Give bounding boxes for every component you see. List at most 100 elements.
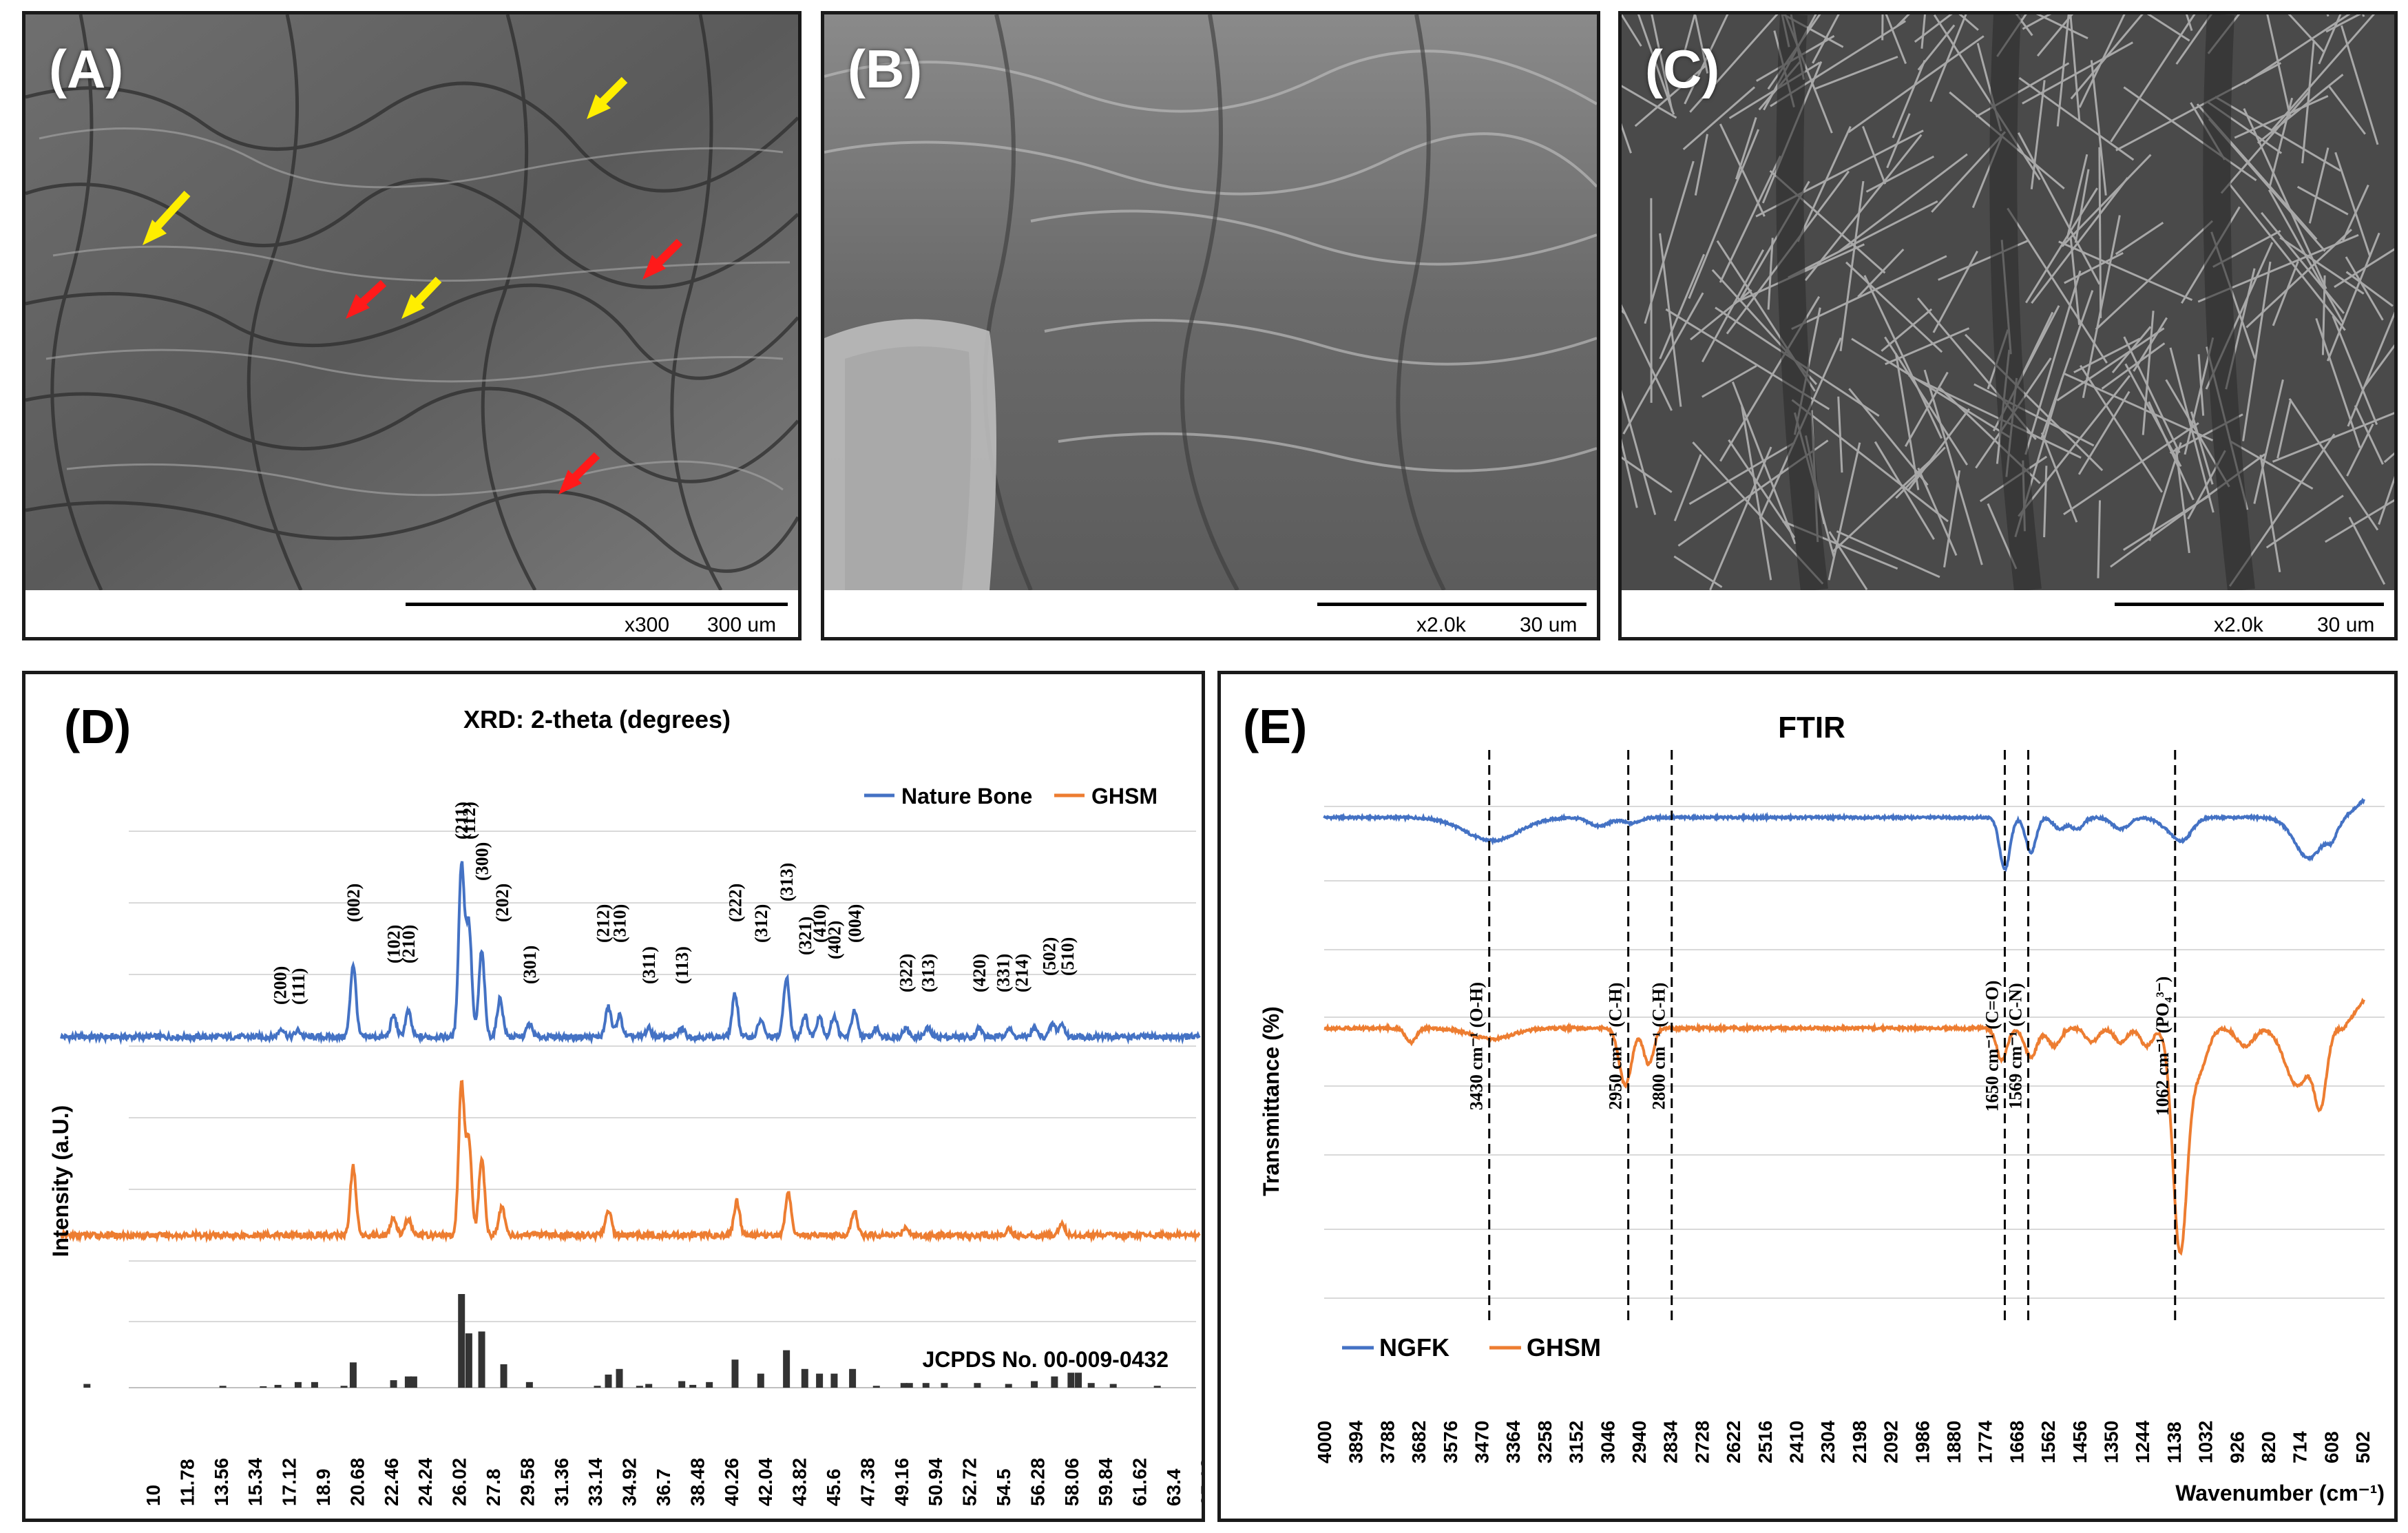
peak-label: (002) <box>344 884 364 922</box>
band-label: 1062 cm⁻¹ (PO₄³⁻) <box>2153 977 2173 1116</box>
y-axis-label: Transmittance (%) <box>1259 1006 1284 1196</box>
chart-title: XRD: 2-theta (degrees) <box>463 705 731 733</box>
reference-bar <box>783 1350 791 1388</box>
x-tick-label: 20.68 <box>346 1458 368 1506</box>
panel-label-a: (A) <box>49 39 124 99</box>
series-line-ngfk <box>1323 797 2365 873</box>
peak-label: (113) <box>672 946 692 984</box>
peak-label: (200) <box>270 966 290 1005</box>
sem-panel-a: (A) x300 300 um <box>22 11 802 640</box>
reference-bar <box>830 1373 838 1388</box>
x-tick-label: 13.56 <box>211 1458 232 1506</box>
peak-label: (322) <box>896 954 916 992</box>
panel-label-e: (E) <box>1243 700 1307 753</box>
reference-label: JCPDS No. 00-009-0432 <box>922 1347 1169 1372</box>
xrd-panel: (200) (111) (002) (102) (210) (211) (112) (300)… <box>22 671 1205 1522</box>
x-tick-label: 3258 <box>1534 1421 1556 1463</box>
ftir-series-group <box>1323 797 2365 1256</box>
x-tick-label: 3576 <box>1440 1421 1461 1463</box>
ftir-panel: 3430 cm⁻¹ (O-H) 2950 cm⁻¹ (C-H) 2800 cm⁻¹ … <box>1217 671 2398 1522</box>
legend: Nature Bone GHSM <box>864 784 1158 809</box>
reference-bar <box>525 1381 533 1388</box>
peak-label: (102) <box>384 925 404 963</box>
reference-bar <box>757 1373 764 1388</box>
x-tick-label: 10 <box>143 1485 164 1506</box>
x-tick-label: 49.16 <box>891 1458 912 1506</box>
series-line-ghsm <box>60 1079 1201 1244</box>
reference-bar <box>974 1383 981 1388</box>
reference-bar <box>922 1383 930 1388</box>
x-tick-label: 33.14 <box>585 1458 606 1506</box>
panel-label-c: (C) <box>1645 39 1720 99</box>
peak-label: (301) <box>520 946 540 984</box>
x-tick-label: 3364 <box>1503 1420 1524 1463</box>
reference-bar <box>83 1384 91 1388</box>
chart-title: FTIR <box>1778 711 1845 744</box>
x-tick-label: 2516 <box>1755 1421 1776 1463</box>
sem-image-b <box>824 14 1597 590</box>
x-tick-label: 22.46 <box>381 1458 402 1506</box>
reference-bar <box>458 1294 465 1388</box>
x-tick-label: 58.06 <box>1061 1458 1082 1506</box>
reference-bar <box>219 1386 227 1388</box>
x-tick-label: 3046 <box>1597 1421 1618 1463</box>
x-tick-labels-group: 10 11.78 13.56 15.34 17.12 18.9 20.68 22.46 24.2… <box>143 1458 1202 1506</box>
red-arrow-icon <box>346 280 387 319</box>
x-tick-label: 34.92 <box>619 1458 640 1506</box>
reference-bar <box>731 1359 739 1388</box>
band-annotations-group: 3430 cm⁻¹ (O-H) 2950 cm⁻¹ (C-H) 2800 cm⁻¹ … <box>1467 750 2177 1322</box>
reference-bar <box>274 1384 282 1388</box>
peak-label: (211) <box>452 802 472 840</box>
x-tick-label: 2940 <box>1629 1421 1650 1463</box>
reference-bar <box>900 1383 908 1388</box>
reference-bar <box>941 1383 948 1388</box>
peak-label: (214) <box>1012 954 1032 992</box>
reference-bar <box>410 1376 417 1388</box>
magnification-label: x2.0k <box>1416 614 1466 636</box>
reference-bar <box>1109 1384 1117 1388</box>
x-tick-label: 1880 <box>1943 1421 1965 1463</box>
x-tick-label: 40.26 <box>721 1458 742 1506</box>
band-label: 3430 cm⁻¹ (O-H) <box>1467 982 1487 1110</box>
reference-bar <box>1005 1384 1012 1388</box>
x-tick-label: 3152 <box>1566 1421 1587 1463</box>
reference-bar <box>311 1381 318 1388</box>
peak-label: (410) <box>810 904 830 943</box>
xrd-series-group <box>60 861 1201 1244</box>
y-axis-label: Intensity (a.U.) <box>48 1105 73 1257</box>
xrd-chart: (200)(111) (002) (102)(210) (211)(112)(300)… <box>48 700 1202 1506</box>
reference-bar <box>816 1373 824 1388</box>
reference-bar <box>1051 1376 1058 1388</box>
x-tick-label: 65.18 <box>1197 1458 1202 1506</box>
x-tick-label: 59.84 <box>1095 1458 1116 1506</box>
x-tick-label: 50.94 <box>925 1458 946 1506</box>
peak-label: (313) <box>918 954 938 992</box>
sem-image-c <box>1622 14 2394 590</box>
legend: NGFK GHSM <box>1342 1333 1601 1362</box>
band-label: 1650 cm⁻¹ (C=O) <box>1982 981 2002 1112</box>
scale-bar-b: x2.0k 30 um <box>824 590 1597 637</box>
reference-bar <box>294 1381 302 1388</box>
reference-bar <box>1067 1373 1075 1388</box>
scale-label: 30 um <box>1520 614 1578 636</box>
reference-bar <box>1087 1383 1095 1388</box>
peak-label: (402) <box>824 921 844 959</box>
x-tick-label: 608 <box>2321 1431 2342 1463</box>
x-tick-label: 36.7 <box>653 1469 674 1507</box>
grid-lines <box>129 831 1196 1388</box>
x-tick-label: 1350 <box>2101 1421 2122 1463</box>
x-tick-label: 52.72 <box>959 1458 981 1506</box>
x-tick-label: 2304 <box>1817 1420 1839 1463</box>
scale-line <box>1317 603 1587 606</box>
yellow-arrow-icon <box>587 76 628 119</box>
peak-label: (331) <box>994 954 1014 992</box>
peak-labels-group: (200)(111) (002) (102)(210) (211)(112)(300)… <box>270 802 1078 1005</box>
reference-bar <box>605 1374 612 1388</box>
x-axis-label: Wavenumber (cm⁻¹) <box>2175 1481 2385 1505</box>
yellow-arrow-icon <box>143 190 191 245</box>
peak-label: (502) <box>1039 937 1059 976</box>
x-tick-label: 926 <box>2226 1431 2248 1463</box>
legend-label-ghsm: GHSM <box>1091 784 1158 809</box>
grid-lines <box>1324 806 2385 1299</box>
x-tick-labels-group: 4000 3894 3788 3682 3576 3470 3364 3258 3152 3046… <box>1314 1420 2374 1463</box>
